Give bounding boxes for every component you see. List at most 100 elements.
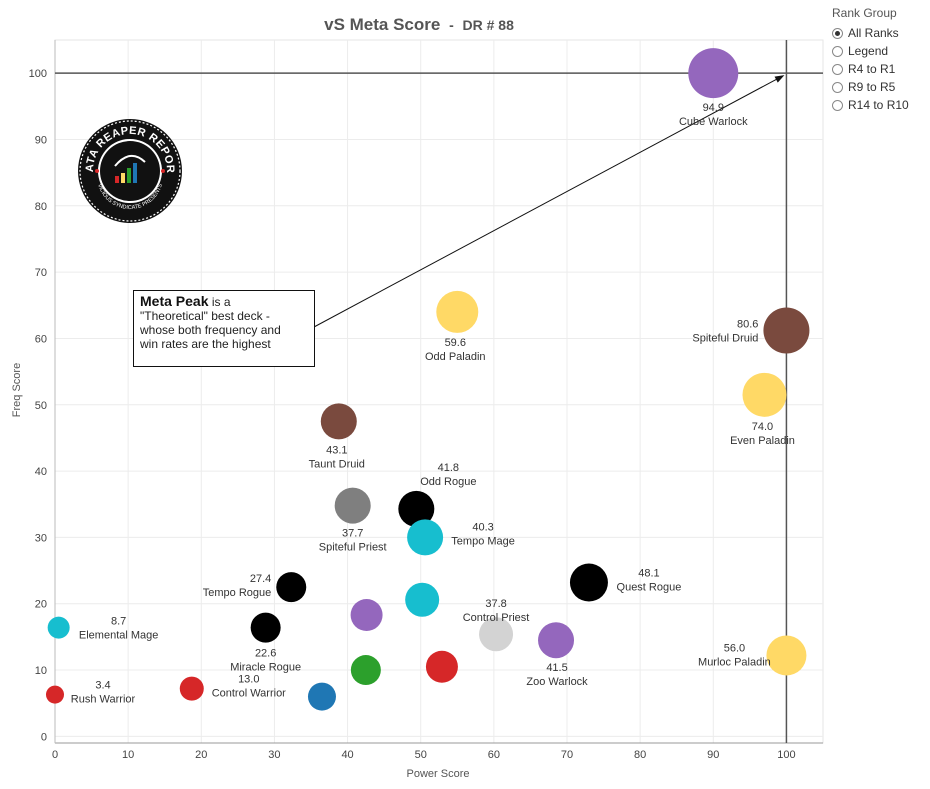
rank-option-legend[interactable]: Legend — [832, 42, 928, 60]
radio-button[interactable] — [832, 99, 843, 111]
deck-name-label: Control Warrior — [212, 688, 286, 700]
deck-point[interactable] — [766, 635, 807, 676]
deck-name-label: Tempo Rogue — [203, 587, 272, 599]
deck-point[interactable] — [479, 617, 514, 652]
y-tick-label: 60 — [35, 333, 47, 345]
rank-option-label: R14 to R10 — [848, 98, 909, 112]
deck-point[interactable] — [569, 563, 608, 602]
deck-point[interactable] — [763, 307, 810, 354]
chart-subtitle: DR # 88 — [463, 17, 515, 33]
deck-point[interactable] — [407, 519, 444, 556]
deck-name-label: Quest Rogue — [617, 582, 682, 594]
deck-point[interactable] — [538, 622, 575, 659]
deck-score-label: 8.7 — [111, 616, 126, 628]
x-tick-label: 40 — [341, 749, 353, 761]
chart-title-separator: - — [449, 17, 454, 33]
rank-option-label: All Ranks — [848, 26, 899, 40]
deck-point[interactable] — [742, 372, 787, 417]
y-axis-label: Freq Score — [11, 363, 23, 417]
deck-point[interactable] — [436, 290, 479, 333]
rank-option-r9-to-r5[interactable]: R9 to R5 — [832, 78, 928, 96]
data-points: 94.9 Cube Warlock 80.6 Spiteful Druid 59.6 Od… — [46, 48, 810, 711]
y-tick-label: 30 — [35, 532, 47, 544]
rank-option-r14-to-r10[interactable]: R14 to R10 — [832, 96, 928, 114]
deck-name-label: Elemental Mage — [79, 630, 159, 642]
deck-point[interactable] — [47, 616, 70, 639]
annotation-line-1-rest: is a — [208, 295, 231, 309]
y-tick-label: 70 — [35, 267, 47, 279]
deck-score-label: 41.8 — [438, 462, 459, 474]
deck-point[interactable] — [425, 650, 458, 683]
arrow-line — [313, 76, 781, 328]
rank-option-label: R9 to R5 — [848, 80, 896, 94]
radio-button[interactable] — [832, 63, 843, 75]
y-tick-label: 80 — [35, 201, 47, 213]
data-reaper-logo: DATA REAPER REPORT VICIOUS SYNDICATE PRE… — [73, 109, 183, 224]
radio-button[interactable] — [832, 27, 843, 39]
deck-point[interactable] — [276, 572, 307, 603]
chart-title: vS Meta Score - DR # 88 — [324, 15, 514, 34]
annotation-line-2: "Theoretical" best deck - — [140, 309, 270, 323]
deck-point[interactable] — [334, 487, 371, 524]
deck-point[interactable] — [179, 676, 204, 701]
x-tick-label: 90 — [707, 749, 719, 761]
rank-option-all-ranks[interactable]: All Ranks — [832, 24, 928, 42]
deck-score-label: 3.4 — [95, 680, 110, 692]
rank-option-r4-to-r1[interactable]: R4 to R1 — [832, 60, 928, 78]
rank-group-options: All Ranks Legend R4 to R1 R9 to R5 R14 to R1… — [832, 24, 928, 114]
y-tick-label: 90 — [35, 134, 47, 146]
x-tick-label: 30 — [268, 749, 280, 761]
x-tick-label: 60 — [488, 749, 500, 761]
deck-name-label: Tempo Mage — [451, 535, 515, 547]
deck-name-label: Even Paladin — [730, 435, 795, 447]
deck-point[interactable] — [46, 685, 64, 704]
deck-point[interactable] — [405, 582, 440, 617]
deck-name-label: Spiteful Priest — [319, 542, 387, 554]
deck-name-label: Murloc Paladin — [698, 656, 771, 668]
deck-name-label: Spiteful Druid — [692, 332, 758, 344]
annotation-line-1: Meta Peak is a — [140, 294, 308, 309]
deck-point[interactable] — [307, 682, 336, 711]
deck-point[interactable] — [398, 490, 435, 527]
meta-peak-annotation: Meta Peak is a "Theoretical" best deck -… — [133, 290, 315, 367]
deck-point[interactable] — [350, 655, 381, 686]
radio-button[interactable] — [832, 81, 843, 93]
y-tick-label: 50 — [35, 400, 47, 412]
chart-title-main: vS Meta Score — [324, 15, 440, 34]
radio-button[interactable] — [832, 45, 843, 57]
rank-group-title: Rank Group — [832, 6, 897, 20]
x-axis-label: Power Score — [407, 768, 470, 780]
annotation-line-4: win rates are the highest — [140, 337, 271, 351]
deck-score-label: 94.9 — [703, 102, 724, 114]
deck-score-label: 59.6 — [445, 337, 466, 349]
annotation-line-3: whose both frequency and — [140, 323, 281, 337]
deck-name-label: Zoo Warlock — [526, 676, 588, 688]
deck-point[interactable] — [688, 48, 739, 99]
rank-option-label: Legend — [848, 44, 889, 58]
deck-name-label: Odd Rogue — [420, 476, 476, 488]
deck-point[interactable] — [320, 403, 357, 440]
y-tick-label: 40 — [35, 466, 47, 478]
deck-score-label: 74.0 — [752, 421, 773, 433]
deck-score-label: 37.7 — [342, 528, 363, 540]
meta-peak-arrow — [313, 75, 785, 328]
deck-score-label: 41.5 — [546, 662, 567, 674]
x-tick-label: 50 — [415, 749, 427, 761]
deck-point[interactable] — [250, 612, 281, 643]
x-tick-label: 10 — [122, 749, 134, 761]
deck-point[interactable] — [350, 599, 383, 632]
x-tick-label: 80 — [634, 749, 646, 761]
rank-option-label: R4 to R1 — [848, 62, 896, 76]
deck-score-label: 56.0 — [724, 642, 745, 654]
deck-score-label: 43.1 — [326, 444, 347, 456]
deck-name-label: Control Priest — [463, 612, 530, 624]
deck-score-label: 22.6 — [255, 648, 276, 660]
x-tick-label: 70 — [561, 749, 573, 761]
axes: 0 10 20 30 40 50 60 70 80 90 100010203040506070809… — [29, 40, 823, 761]
y-tick-label: 0 — [41, 731, 47, 743]
deck-score-label: 27.4 — [250, 573, 271, 585]
logo-image: DATA REAPER REPORT VICIOUS SYNDICATE PRE… — [73, 109, 182, 223]
deck-score-label: 80.6 — [737, 318, 758, 330]
deck-score-label: 13.0 — [238, 674, 259, 686]
